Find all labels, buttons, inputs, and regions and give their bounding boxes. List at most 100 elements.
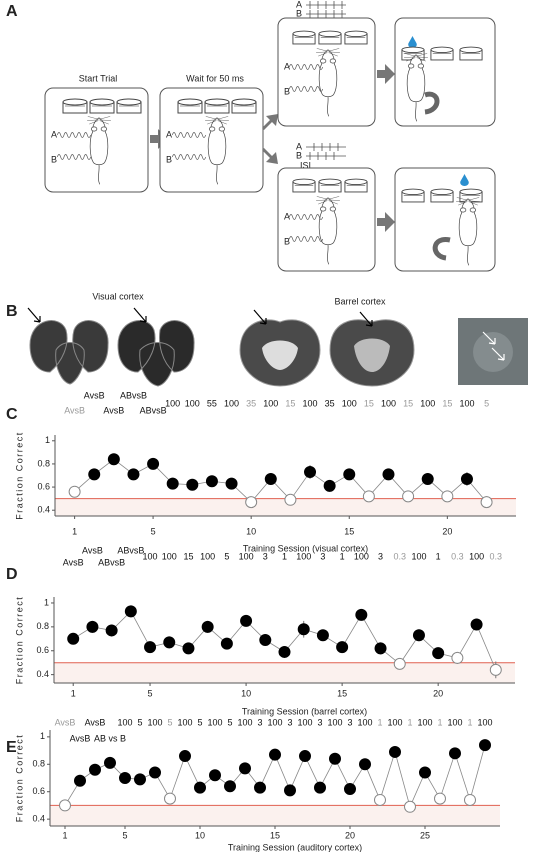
session-marker-filled: [329, 752, 341, 765]
y-tick-label: 0.6: [32, 786, 45, 796]
session-marker-filled: [224, 780, 236, 793]
session-marker-filled: [88, 468, 101, 481]
panel-label: C: [6, 406, 18, 423]
panel-label: D: [6, 566, 18, 583]
session-marker-filled: [194, 781, 206, 794]
x-tick-label: 5: [151, 526, 156, 536]
stimulus-label: B: [284, 86, 290, 96]
session-marker-filled: [166, 477, 179, 490]
chance-shade: [54, 662, 515, 683]
condition-label: 100: [357, 717, 372, 727]
condition-label: AvsB: [103, 405, 124, 415]
session-marker-filled: [314, 781, 326, 794]
y-axis-label: Fraction Correct: [14, 596, 24, 685]
x-tick-label: 25: [420, 830, 430, 840]
session-marker-filled: [209, 769, 221, 782]
session-marker-open: [464, 793, 476, 806]
session-marker-filled: [239, 762, 251, 775]
session-marker-filled: [144, 641, 157, 654]
session-marker-filled: [382, 468, 395, 481]
x-tick-label: 5: [122, 830, 127, 840]
session-marker-filled: [343, 468, 356, 481]
session-marker-filled: [124, 605, 137, 618]
session-marker-filled: [359, 758, 371, 771]
condition-label: 35: [325, 398, 335, 408]
condition-label: AvsB: [64, 405, 85, 415]
session-marker-filled: [299, 750, 311, 763]
session-marker-open: [480, 496, 493, 509]
x-axis-label: Training Session (visual cortex): [243, 543, 368, 553]
y-tick-label: 1: [45, 435, 50, 445]
condition-label: 35: [246, 398, 256, 408]
condition-label: 100: [200, 551, 215, 561]
condition-label: 100: [267, 717, 282, 727]
session-marker-filled: [104, 756, 116, 769]
condition-label: ABvsB: [140, 405, 167, 415]
y-tick-label: 0.4: [37, 505, 50, 515]
condition-label: 100: [387, 717, 402, 727]
session-marker-filled: [284, 784, 296, 797]
arrow: [262, 148, 278, 164]
y-tick-label: 0.8: [37, 458, 50, 468]
session-marker-open: [362, 490, 375, 503]
condition-label: ABvsB: [98, 557, 125, 567]
condition-label: 15: [364, 398, 374, 408]
session-marker-open: [441, 490, 454, 503]
session-marker-filled: [89, 763, 101, 776]
y-tick-label: 0.6: [36, 645, 49, 655]
x-tick-label: 5: [148, 688, 153, 698]
condition-label: 1: [282, 551, 287, 561]
stimulus-label: B: [284, 236, 290, 246]
condition-label: 100: [342, 398, 357, 408]
condition-label: AvsB: [84, 390, 105, 400]
condition-label: ABvsB: [117, 545, 144, 555]
session-marker-filled: [179, 750, 191, 763]
condition-label: 5: [484, 398, 489, 408]
session-marker-filled: [147, 457, 160, 470]
y-tick-label: 0.8: [32, 759, 45, 769]
condition-label: 100: [185, 398, 200, 408]
session-marker-filled: [119, 772, 131, 784]
x-axis-label: Training Session (auditory cortex): [228, 842, 362, 852]
condition-label: 100: [303, 398, 318, 408]
condition-label: 0.3: [451, 551, 464, 561]
y-tick-label: 1: [44, 597, 49, 607]
session-marker-filled: [182, 642, 195, 655]
session-marker-filled: [470, 618, 483, 631]
x-tick-label: 1: [71, 688, 76, 698]
condition-label: 3: [320, 551, 325, 561]
trial-box: [44, 87, 149, 193]
session-marker-open: [451, 651, 464, 664]
condition-label: 100: [224, 398, 239, 408]
session-marker-filled: [374, 642, 387, 655]
condition-label: 100: [117, 717, 132, 727]
condition-label: 3: [263, 551, 268, 561]
session-marker-filled: [419, 766, 431, 779]
session-marker-open: [245, 496, 258, 509]
y-axis-label: Fraction Correct: [14, 734, 24, 823]
condition-label: 15: [183, 551, 193, 561]
condition-label: 100: [207, 717, 222, 727]
chance-shade: [55, 498, 516, 516]
condition-label: 1: [407, 717, 412, 727]
session-marker-filled: [107, 453, 120, 466]
x-tick-label: 10: [195, 830, 205, 840]
session-marker-open: [68, 485, 81, 498]
step-label: Start Trial: [79, 73, 118, 83]
session-marker-filled: [220, 637, 233, 650]
condition-label: 100: [143, 551, 158, 561]
session-marker-filled: [259, 634, 272, 646]
y-tick-label: 1: [40, 731, 45, 741]
condition-label: 100: [477, 717, 492, 727]
arrow: [377, 212, 395, 232]
stimulus-label: A: [284, 211, 290, 221]
spike-train: [306, 1, 346, 160]
session-marker-filled: [355, 608, 368, 621]
x-tick-label: 1: [72, 526, 77, 536]
condition-label: 1: [340, 551, 345, 561]
condition-label: 100: [162, 551, 177, 561]
condition-label: AvsB: [82, 545, 103, 555]
x-tick-label: 20: [442, 526, 452, 536]
session-marker-filled: [86, 620, 99, 633]
